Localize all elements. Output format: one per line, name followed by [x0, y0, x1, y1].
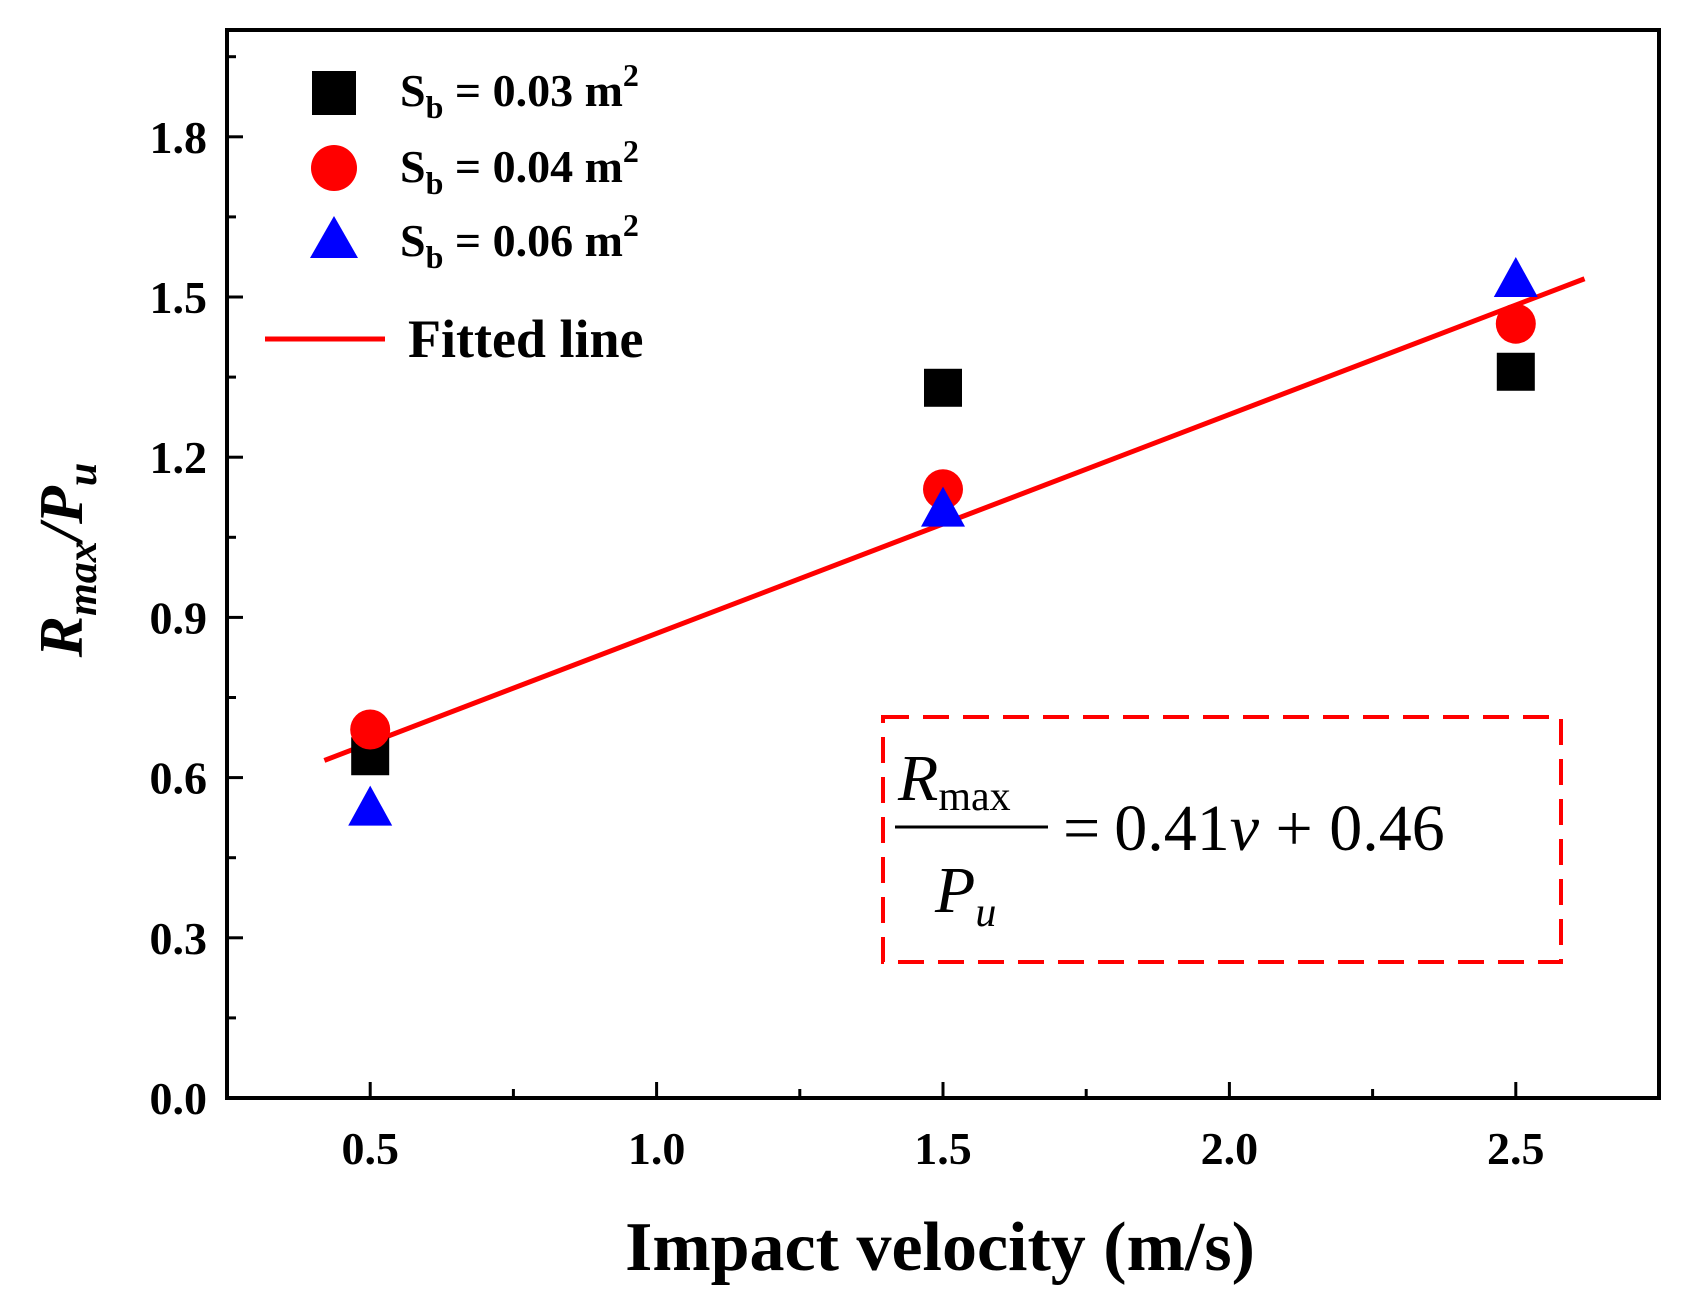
equation-numerator: Rmax	[897, 742, 1011, 820]
y-axis-title: Rmax/Pu	[28, 463, 106, 659]
y-axis-title-denom: P	[28, 485, 96, 525]
y-tick-label: 1.8	[150, 112, 208, 163]
x-tick-label: 1.5	[914, 1123, 972, 1174]
legend-1-rest: = 0.03 m	[443, 65, 623, 116]
legend-1-sup: 2	[623, 57, 639, 93]
equation-denominator-sub: u	[975, 890, 996, 936]
point-series-1	[924, 368, 962, 407]
x-axis-ticks	[368, 1082, 1518, 1098]
y-tick-label: 0.9	[150, 592, 208, 643]
y-tick-label: 0.0	[150, 1073, 208, 1124]
y-axis-ticks	[227, 55, 243, 1100]
x-axis-title: Impact velocity (m/s)	[625, 1209, 1255, 1286]
y-axis-title-denom-sub: u	[60, 463, 106, 486]
legend-3-sup: 2	[623, 207, 639, 243]
legend-marker-circle	[311, 145, 357, 191]
legend-label-series-2: Sb = 0.04 m2	[400, 133, 639, 201]
legend: Sb = 0.03 m2 Sb = 0.04 m2 Sb = 0.06 m2 F…	[265, 57, 643, 369]
legend-2-sub: b	[426, 165, 444, 201]
point-series-2	[1495, 303, 1536, 344]
legend-label-series-1: Sb = 0.03 m2	[400, 57, 639, 125]
legend-2-sup: 2	[623, 133, 639, 169]
y-axis-title-sub: max	[60, 541, 106, 616]
y-axis-title-main: R	[28, 616, 96, 658]
equation-numerator-main: R	[897, 742, 938, 815]
legend-2-main: S	[400, 141, 426, 192]
point-series-3	[921, 486, 965, 527]
equation-coef: 0.41	[1114, 792, 1230, 865]
legend-label-fit: Fitted line	[408, 309, 643, 369]
equation-numerator-sub: max	[938, 774, 1010, 820]
equation-rhs: = 0.41v + 0.46	[1063, 792, 1445, 865]
y-tick-label: 1.2	[150, 432, 208, 483]
legend-2-rest: = 0.04 m	[443, 141, 623, 192]
data-points	[348, 256, 1538, 826]
equation-annotation: Rmax Pu = 0.41v + 0.46	[881, 715, 1563, 964]
legend-1-sub: b	[426, 89, 444, 125]
point-series-3	[1493, 256, 1538, 297]
point-series-1	[1496, 352, 1535, 391]
equation-denominator-main: P	[934, 854, 975, 927]
equation-equals: =	[1063, 792, 1100, 865]
x-axis-tick-labels: 0.5 1.0 1.5 2.0 2.5	[341, 1123, 1544, 1174]
legend-3-rest: = 0.06 m	[443, 215, 623, 266]
legend-marker-triangle	[310, 216, 358, 258]
equation-denominator: Pu	[934, 854, 996, 936]
legend-3-main: S	[400, 215, 426, 266]
equation-intercept: + 0.46	[1259, 792, 1445, 865]
x-tick-label: 2.5	[1487, 1123, 1545, 1174]
equation-var: v	[1230, 792, 1260, 865]
y-tick-label: 1.5	[150, 272, 208, 323]
y-axis-tick-labels: 0.0 0.3 0.6 0.9 1.2 1.5 1.8	[150, 112, 208, 1124]
x-tick-label: 2.0	[1201, 1123, 1259, 1174]
x-tick-label: 0.5	[341, 1123, 399, 1174]
point-series-3	[348, 785, 393, 826]
legend-marker-square	[312, 71, 356, 115]
equation-box	[881, 715, 1563, 964]
legend-label-series-3: Sb = 0.06 m2	[400, 207, 639, 275]
legend-1-main: S	[400, 65, 426, 116]
y-tick-label: 0.6	[150, 753, 208, 804]
point-series-2	[350, 709, 391, 750]
x-tick-label: 1.0	[628, 1123, 686, 1174]
legend-3-sub: b	[426, 239, 444, 275]
y-tick-label: 0.3	[150, 913, 208, 964]
